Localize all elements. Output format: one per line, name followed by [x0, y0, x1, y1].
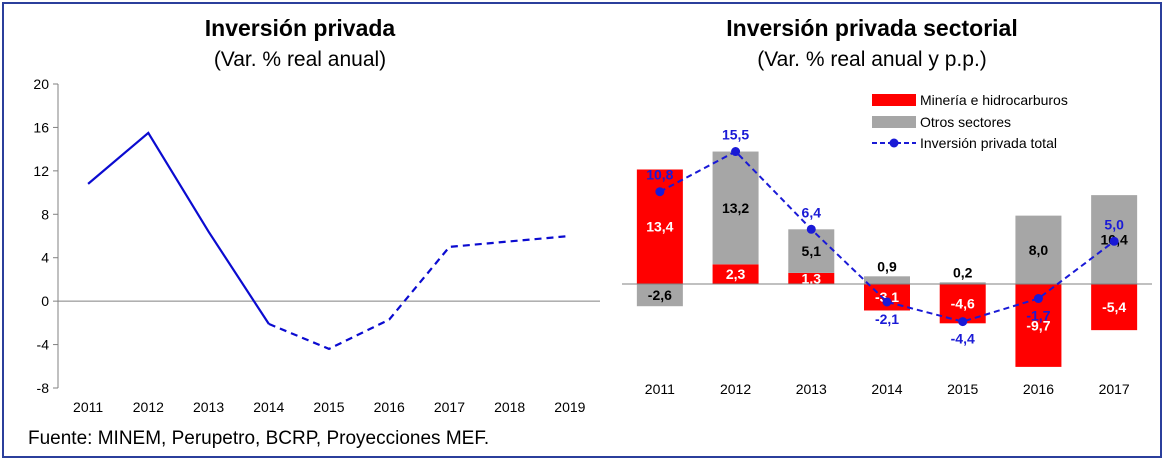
right-x-tick-label: 2011: [645, 381, 675, 397]
legend-swatch-mining: [872, 94, 916, 106]
left-x-tick-label: 2011: [73, 399, 103, 415]
bar-others: [939, 282, 986, 284]
right-chart-x-ticks: 2011 2012 2013 2014 2015 2016 2017: [645, 381, 1130, 397]
left-x-tick-label: 2013: [193, 399, 224, 415]
bar-label-mining: -3,1: [875, 289, 899, 305]
left-x-tick-label: 2017: [434, 399, 465, 415]
bar-label-others: 8,0: [1029, 242, 1049, 258]
bar-others: [1015, 215, 1062, 284]
right-chart: Inversión privada sectorial (Var. % real…: [622, 15, 1152, 397]
left-series-line-dashed: [268, 234, 570, 351]
source-note: Fuente: MINEM, Perupetro, BCRP, Proyecci…: [28, 428, 489, 449]
total-series-point: [1109, 236, 1119, 246]
right-chart-bars: 13,4 -2,6 2,3 13,2 1,3 5,1 -3,1 0,9 -4,6 0,2 -9,7 8…: [636, 151, 1138, 367]
right-x-tick-label: 2012: [720, 381, 751, 397]
right-x-tick-label: 2015: [947, 381, 978, 397]
left-x-tick-label: 2016: [374, 399, 405, 415]
total-series-point: [806, 224, 816, 234]
total-series-label: 6,4: [802, 204, 822, 220]
bar-others: [712, 151, 759, 265]
left-x-tick-label: 2012: [133, 399, 164, 415]
bar-label-mining: 13,4: [646, 219, 673, 235]
left-chart-series: [87, 131, 570, 351]
bar-others: [864, 276, 910, 284]
left-y-tick-label: 0: [41, 293, 49, 309]
total-series-label: 5,0: [1104, 216, 1124, 232]
bar-label-others: 5,1: [802, 243, 822, 259]
left-series-line-solid: [87, 131, 270, 325]
left-y-tick-label: 4: [41, 250, 49, 266]
bar-label-others: -2,6: [648, 287, 672, 303]
left-chart-y-ticks: 20 16 12 8 4 0 -4 -8: [33, 76, 58, 396]
right-chart-total-line: 10,8 15,5 6,4 -2,1 -4,4 -1,7 5,0: [646, 127, 1124, 347]
left-chart-title: Inversión privada: [205, 15, 396, 41]
total-series-label: 15,5: [722, 127, 749, 143]
left-chart-axes: [57, 84, 600, 388]
total-series-point: [731, 147, 741, 157]
bar-label-others: 0,9: [877, 258, 897, 274]
bar-mining: [712, 264, 759, 284]
left-y-tick-label: -8: [37, 380, 50, 396]
left-y-tick-label: 16: [33, 119, 49, 135]
left-y-tick-label: 12: [33, 163, 49, 179]
total-series-label: -2,1: [875, 311, 899, 327]
left-chart: Inversión privada (Var. % real anual) 20…: [33, 15, 600, 415]
left-y-tick-label: 8: [41, 206, 49, 222]
bar-mining: [788, 272, 835, 284]
bar-others: [788, 229, 835, 273]
bar-label-mining: 1,3: [802, 270, 822, 286]
left-x-tick-label: 2015: [313, 399, 344, 415]
bar-label-mining: -5,4: [1102, 299, 1126, 315]
legend-swatch-total-marker: [889, 138, 899, 148]
bar-others: [636, 284, 683, 307]
total-series-point: [882, 297, 892, 307]
left-x-tick-label: 2018: [494, 399, 525, 415]
left-chart-subtitle: (Var. % real anual): [214, 48, 386, 71]
left-chart-x-ticks: 2011 2012 2013 2014 2015 2016 2017 2018 2019: [73, 399, 586, 415]
legend-label-total: Inversión privada total: [920, 135, 1057, 151]
left-y-tick-label: 20: [33, 76, 49, 92]
right-chart-title: Inversión privada sectorial: [726, 15, 1017, 41]
total-series-point: [958, 317, 968, 327]
total-series-point: [655, 187, 665, 197]
right-chart-legend: Minería e hidrocarburos Otros sectores I…: [872, 92, 1068, 151]
right-x-tick-label: 2014: [871, 381, 902, 397]
bar-mining: [1091, 284, 1138, 331]
total-series-label: 10,8: [646, 167, 673, 183]
right-x-tick-label: 2016: [1023, 381, 1054, 397]
right-x-tick-label: 2017: [1099, 381, 1130, 397]
left-y-tick-label: -4: [37, 337, 50, 353]
right-x-tick-label: 2013: [796, 381, 827, 397]
legend-label-others: Otros sectores: [920, 114, 1011, 130]
left-x-tick-label: 2014: [253, 399, 284, 415]
left-x-tick-label: 2019: [554, 399, 585, 415]
bar-label-others: 13,2: [722, 200, 749, 216]
legend-label-mining: Minería e hidrocarburos: [920, 92, 1068, 108]
bar-label-mining: 2,3: [726, 266, 746, 282]
total-series-label: -1,7: [1026, 308, 1050, 324]
bar-label-mining: -4,6: [951, 296, 975, 312]
legend-swatch-others: [872, 116, 916, 128]
bar-label-others: 0,2: [953, 264, 973, 280]
total-series-label: -4,4: [951, 331, 975, 347]
bar-label-mining: -9,7: [1026, 317, 1050, 333]
right-chart-subtitle: (Var. % real anual y p.p.): [757, 48, 987, 71]
total-series-point: [1033, 294, 1043, 304]
